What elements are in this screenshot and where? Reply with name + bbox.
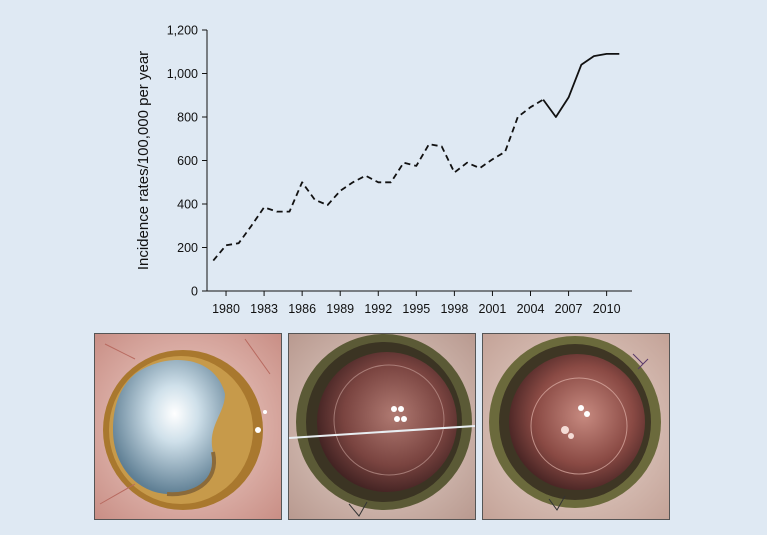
cataract-photo xyxy=(94,333,282,520)
incidence-chart: 0 200 400 600 800 1,000 1,200 1980 1983 1986 1989 1… xyxy=(135,24,632,316)
y-tick-label: 0 xyxy=(191,285,198,299)
y-tick-label: 400 xyxy=(177,198,198,212)
postop-photo xyxy=(482,333,670,520)
x-tick-label: 1992 xyxy=(364,302,392,316)
cataract-eye-image xyxy=(95,334,281,519)
x-tick-label: 2010 xyxy=(593,302,621,316)
series-line-solid xyxy=(542,53,620,118)
x-tick-label: 1983 xyxy=(250,302,278,316)
y-tick-label: 200 xyxy=(177,241,198,255)
series-line-dashed xyxy=(212,98,544,262)
x-tick-label: 2007 xyxy=(555,302,583,316)
y-axis-title: Incidence rates/100,000 per year xyxy=(135,51,152,270)
x-tick-label: 1995 xyxy=(402,302,430,316)
y-tick-label: 1,000 xyxy=(167,67,198,81)
x-tick-label: 1998 xyxy=(440,302,468,316)
surgery-eye-image xyxy=(289,334,475,519)
y-tick-label: 600 xyxy=(177,154,198,168)
x-tick-label: 2001 xyxy=(479,302,507,316)
postop-eye-image xyxy=(483,334,669,519)
chart-layer: 0 200 400 600 800 1,000 1,200 1980 1983 1986 1989 1… xyxy=(135,24,632,316)
y-tick-label: 1,200 xyxy=(167,24,198,38)
x-tick-label: 2004 xyxy=(517,302,545,316)
y-tick-label: 800 xyxy=(177,111,198,125)
x-tick-label: 1986 xyxy=(288,302,316,316)
surgery-photo xyxy=(288,333,476,520)
x-tick-label: 1989 xyxy=(326,302,354,316)
x-tick-label: 1980 xyxy=(212,302,240,316)
